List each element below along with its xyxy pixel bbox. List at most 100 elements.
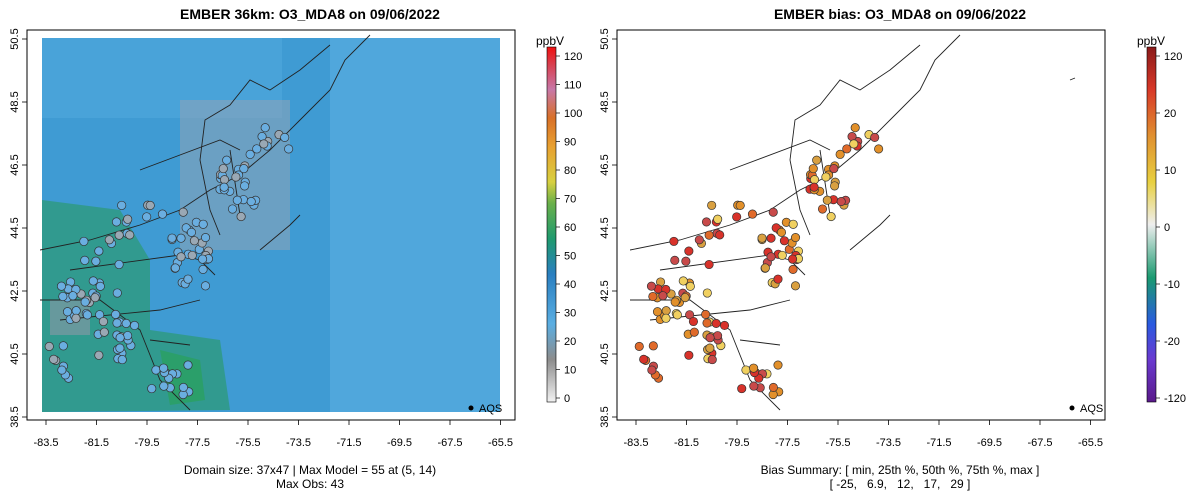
left-obs-marker: [62, 307, 73, 317]
model-field-light-east: [330, 38, 500, 412]
left-caption-line2: Max Obs: 43: [275, 477, 345, 491]
right-obs-marker: [768, 382, 778, 392]
right-obs-marker: [737, 384, 747, 394]
right-obs-marker: [701, 309, 711, 319]
right-obs-marker: [735, 200, 745, 210]
left-obs-marker: [95, 310, 105, 320]
left-obs-marker: [200, 233, 211, 243]
left-obs-marker: [91, 256, 101, 266]
right-obs-marker: [713, 214, 723, 224]
right-x-tick-label: -73.5: [876, 437, 901, 449]
right-boundaries: [630, 34, 1076, 411]
right-x-tick-label: -67.5: [1027, 437, 1052, 449]
right-colorbar-tick-label: -10: [1164, 279, 1180, 291]
left-obs-marker: [159, 381, 169, 391]
right-legend-aqs-marker: [1069, 405, 1075, 411]
left-obs-marker: [58, 291, 68, 302]
left-obs-marker: [198, 264, 208, 275]
right-obs-marker: [817, 204, 828, 214]
left-obs-marker: [178, 207, 188, 217]
left-obs-marker: [112, 288, 122, 298]
left-obs-marker: [58, 341, 68, 351]
left-obs-marker: [114, 259, 124, 270]
right-obs-marker: [658, 291, 668, 301]
right-obs-marker: [661, 313, 671, 323]
left-obs-marker: [80, 255, 90, 265]
left-panel-title: EMBER 36km: O3_MDA8 on 09/06/2022: [180, 6, 440, 22]
left-obs-marker: [115, 343, 125, 353]
left-colorbar-tick-label: 10: [564, 365, 576, 377]
right-y-tick-label: 44.5: [599, 217, 611, 238]
left-obs-marker: [159, 363, 169, 373]
right-observation-markers: [634, 123, 884, 400]
right-obs-marker: [788, 219, 798, 229]
right-obs-marker: [808, 164, 818, 174]
left-colorbar-tick-label: 20: [564, 336, 576, 348]
right-obs-marker: [670, 297, 680, 307]
left-x-tick-label: -77.5: [185, 437, 210, 449]
left-obs-marker: [145, 200, 155, 210]
left-obs-marker: [157, 209, 168, 219]
right-obs-marker: [678, 276, 688, 286]
right-legend-aqs-label: AQS: [1080, 403, 1103, 415]
right-colorbar-tick-label: -20: [1164, 336, 1180, 348]
left-colorbar-ticks: 0 10 20 30 40 50 60 70 80 90 100 110 120: [556, 51, 582, 405]
left-x-tick-label: -67.5: [437, 437, 462, 449]
left-observation-markers: [44, 123, 294, 400]
left-colorbar: [546, 46, 557, 403]
left-y-tick-label: 44.5: [9, 217, 21, 238]
left-obs-marker: [178, 382, 188, 392]
left-obs-marker: [68, 291, 78, 301]
left-obs-marker: [227, 204, 238, 214]
left-obs-marker: [71, 306, 81, 316]
right-obs-marker: [829, 164, 839, 174]
right-caption-line2: [ -25, 6.9, 12, 17, 29 ]: [829, 477, 971, 491]
right-obs-marker: [773, 274, 783, 284]
right-obs-marker: [809, 182, 819, 192]
left-x-tick-label: -83.5: [33, 437, 58, 449]
left-obs-marker: [94, 350, 104, 360]
right-obs-marker: [790, 233, 801, 243]
left-legend-aqs-marker: [468, 405, 474, 411]
left-obs-marker: [82, 310, 92, 320]
right-obs-marker: [760, 263, 770, 273]
left-colorbar-tick-label: 50: [564, 251, 576, 263]
left-obs-marker: [147, 384, 157, 394]
left-obs-marker: [88, 276, 98, 286]
right-y-tick-label: 42.5: [599, 280, 611, 301]
left-obs-marker: [245, 149, 255, 159]
left-obs-marker: [189, 236, 199, 246]
left-obs-marker: [259, 139, 269, 149]
right-obs-marker: [685, 281, 695, 291]
right-obs-marker: [719, 320, 730, 331]
left-obs-marker: [200, 281, 211, 291]
left-x-tick-label: -73.5: [286, 437, 311, 449]
left-obs-marker: [284, 144, 294, 154]
left-obs-marker: [90, 293, 100, 303]
right-obs-marker: [747, 209, 758, 219]
left-y-tick-label: 50.5: [9, 28, 21, 49]
left-map: AQS: [26, 29, 516, 421]
left-obs-marker: [95, 281, 105, 291]
left-colorbar-tick-label: 120: [564, 51, 582, 63]
left-obs-marker: [115, 333, 125, 343]
left-obs-marker: [129, 320, 140, 331]
right-obs-marker: [849, 139, 859, 149]
right-obs-marker: [788, 264, 798, 275]
right-obs-marker: [705, 333, 715, 343]
right-obs-marker: [809, 175, 820, 185]
left-y-tick-label: 40.5: [9, 343, 21, 364]
left-obs-marker: [219, 182, 229, 192]
left-obs-marker: [183, 360, 193, 370]
right-obs-marker: [704, 259, 714, 270]
right-obs-marker: [702, 318, 712, 328]
left-obs-marker: [176, 233, 186, 243]
right-obs-marker: [741, 365, 751, 375]
right-obs-marker: [790, 281, 801, 291]
right-x-tick-label: -69.5: [977, 437, 1002, 449]
right-obs-marker: [826, 212, 836, 222]
left-obs-marker: [49, 354, 59, 364]
right-obs-marker: [705, 343, 715, 353]
left-obs-marker: [57, 365, 67, 375]
left-x-tick-label: -79.5: [134, 437, 159, 449]
